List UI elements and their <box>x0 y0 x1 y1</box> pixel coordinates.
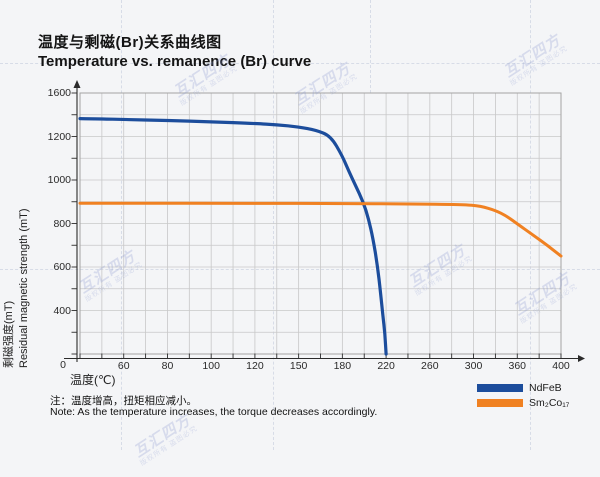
decor-line <box>0 269 600 270</box>
y-tick-label: 1600 <box>47 87 71 99</box>
y-axis-title-en: Residual magnetic strength (mT) <box>18 208 30 368</box>
y-tick-label: 1200 <box>47 130 71 143</box>
y-axis-title-zh: 剩磁强度(mT) <box>3 300 15 368</box>
legend-label-sm2co17: Sm₂Co₁₇ <box>529 397 570 409</box>
x-tick-label: 260 <box>421 360 439 372</box>
origin-tick-label: 0 <box>60 359 66 371</box>
legend-label-ndfeb: NdFeB <box>529 382 562 394</box>
x-tick-label: 120 <box>246 360 264 372</box>
legend-row-ndfeb: NdFeB <box>477 381 569 395</box>
legend-swatch-ndfeb <box>477 384 523 392</box>
y-tick-label: 1000 <box>47 174 71 186</box>
decor-line <box>370 0 371 93</box>
legend-swatch-sm2co17 <box>477 399 523 407</box>
x-tick-label: 100 <box>202 360 220 372</box>
legend-row-sm2co17: Sm₂Co₁₇ <box>477 396 569 410</box>
decor-line <box>0 63 600 64</box>
page-title-en: Temperature vs. remanence (Br) curve <box>38 53 312 70</box>
page-title-zh: 温度与剩磁(Br)关系曲线图 <box>38 34 222 51</box>
x-tick-label: 60 <box>117 360 130 372</box>
x-tick-label: 180 <box>333 360 352 372</box>
x-tick-label: 360 <box>508 360 527 372</box>
note-zh: 注：温度增高，扭矩相应减小。 <box>50 395 197 407</box>
x-tick-label: 220 <box>377 360 395 372</box>
y-axis-arrow-icon <box>73 80 81 88</box>
note-en: Note: As the temperature increases, the … <box>50 406 378 418</box>
x-axis-arrow-icon <box>578 355 585 362</box>
x-tick-label: 300 <box>464 360 483 372</box>
page: 温度与剩磁(Br)关系曲线图 Temperature vs. remanence… <box>0 0 600 467</box>
x-tick-label: 80 <box>161 360 174 372</box>
x-tick-label: 400 <box>552 360 570 372</box>
decor-line <box>273 0 274 450</box>
x-axis-title: 温度(℃) <box>70 373 116 387</box>
curve-ndfeb <box>78 117 388 356</box>
y-tick-label: 400 <box>53 304 71 317</box>
y-tick-label: 600 <box>53 261 71 273</box>
x-tick-label: 150 <box>289 360 308 372</box>
chart-canvas <box>64 80 585 362</box>
legend: NdFeB Sm₂Co₁₇ <box>477 381 569 411</box>
curve-sm2co17 <box>78 201 563 258</box>
y-tick-label: 800 <box>53 217 71 230</box>
decor-line <box>121 0 122 450</box>
decor-line <box>530 0 531 450</box>
